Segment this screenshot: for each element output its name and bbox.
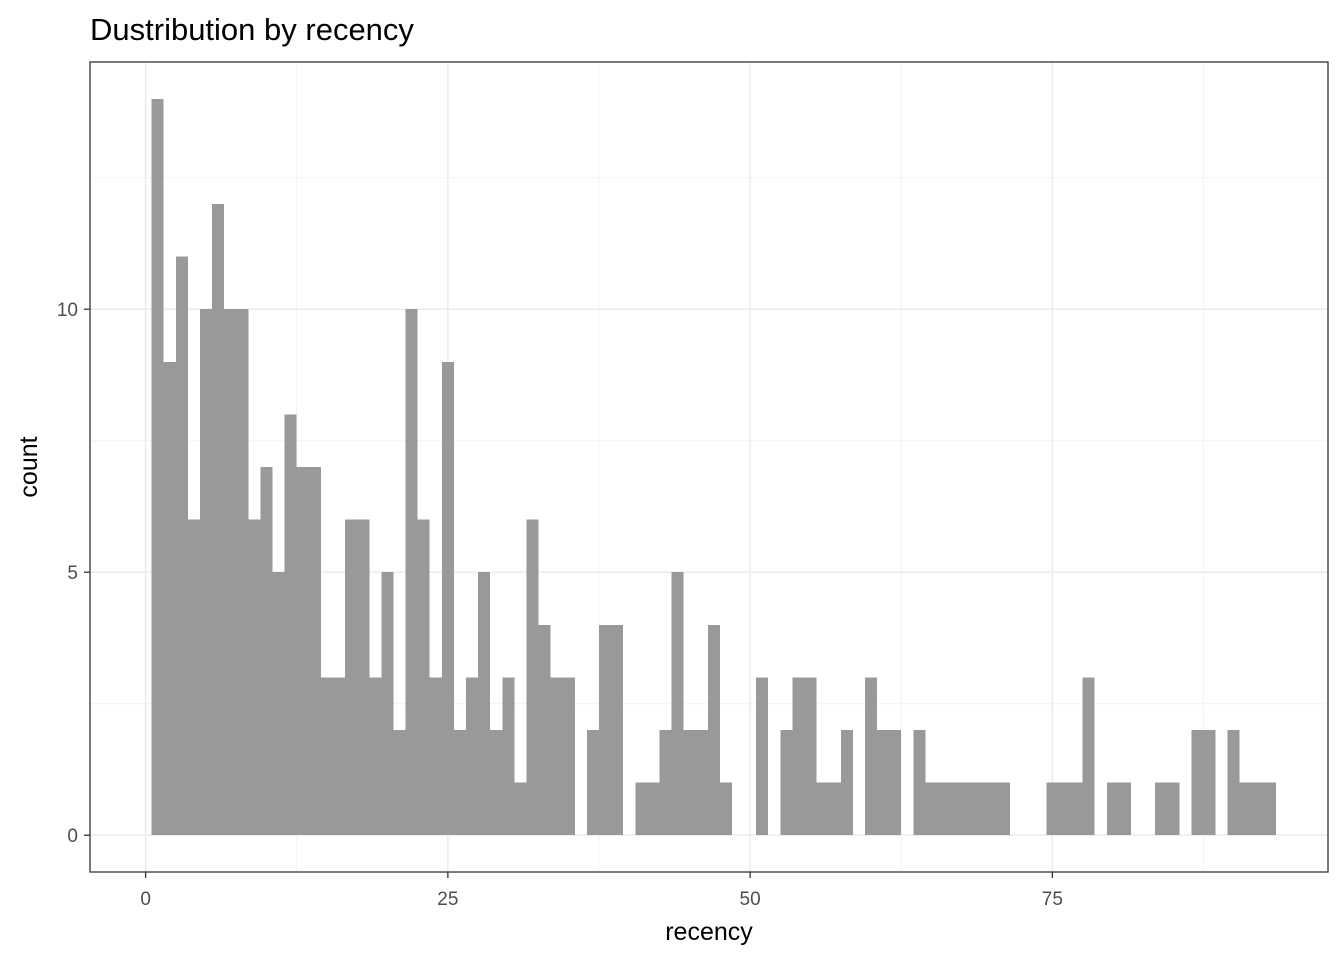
histogram-bar [1046, 782, 1059, 836]
axis-ticks: 0 25 50 75 0 5 10 [57, 300, 1063, 910]
x-axis-title: recency [665, 918, 753, 946]
x-tick-label: 0 [140, 889, 151, 910]
histogram-bar [997, 782, 1011, 836]
histogram-bar [369, 677, 382, 836]
histogram-bar [405, 309, 418, 836]
histogram-bar [719, 782, 732, 836]
bars [151, 98, 1277, 836]
chart-title: Dustribution by recency [90, 12, 414, 47]
histogram-bar [1167, 782, 1180, 836]
y-tick-label: 0 [67, 826, 78, 847]
histogram-bar [502, 677, 515, 836]
histogram-bar [526, 519, 539, 836]
histogram-bar [780, 729, 793, 836]
histogram-bar [707, 624, 720, 836]
histogram-bar [175, 256, 188, 836]
histogram-bar [163, 361, 176, 836]
histogram-bar [611, 624, 624, 836]
histogram-bar [925, 782, 938, 836]
histogram-bar [973, 782, 986, 836]
histogram-bar [937, 782, 950, 836]
histogram-bar [1106, 782, 1119, 836]
grid-lines [90, 62, 1328, 872]
histogram-bar [357, 519, 370, 836]
histogram-bar [1251, 782, 1264, 836]
histogram-bar [550, 677, 563, 836]
x-tick-label: 75 [1042, 889, 1063, 910]
histogram-bar [333, 677, 346, 836]
histogram-bar [514, 782, 527, 836]
histogram-bar [1155, 782, 1168, 836]
histogram-bar [816, 782, 829, 836]
histogram-bar [647, 782, 660, 836]
histogram-bar [272, 572, 285, 836]
histogram-bar [985, 782, 998, 836]
histogram-bar [1058, 782, 1071, 836]
histogram-bar [224, 309, 237, 836]
histogram-bar [586, 729, 599, 836]
histogram-bar [562, 677, 575, 836]
histogram-bar [151, 98, 164, 836]
histogram-bar [465, 677, 479, 836]
histogram-bar [889, 729, 902, 836]
histogram-bar [877, 729, 890, 836]
histogram-bar [490, 729, 503, 836]
histogram-bar [961, 782, 974, 836]
histogram-bar [538, 624, 551, 836]
histogram-bar [864, 677, 878, 836]
histogram-bar [1070, 782, 1083, 836]
histogram-bar [840, 729, 853, 836]
histogram-bar [200, 309, 213, 836]
histogram-bar [441, 361, 454, 836]
histogram-bar [260, 467, 273, 836]
histogram-bar [671, 572, 684, 836]
histogram-bar [236, 309, 249, 836]
x-tick-label: 50 [740, 889, 761, 910]
histogram-bar [949, 782, 962, 836]
histogram-bar [659, 729, 672, 836]
histogram-bar [828, 782, 841, 836]
y-axis-title: count [15, 436, 43, 497]
histogram-bar [296, 467, 309, 836]
histogram-bar [345, 519, 358, 836]
histogram-bar [635, 782, 648, 836]
histogram-bar [478, 572, 491, 836]
histogram-bar [756, 677, 769, 836]
histogram-bar [695, 729, 708, 836]
histogram-bar [308, 467, 321, 836]
histogram-bar [1191, 729, 1204, 836]
histogram-bar [804, 677, 817, 836]
histogram-bar [1118, 782, 1131, 836]
histogram-bar [1082, 677, 1095, 836]
x-tick-label: 25 [437, 889, 458, 910]
y-tick-label: 10 [57, 300, 78, 321]
histogram-bar [212, 204, 225, 836]
histogram-bar [320, 677, 334, 836]
histogram-bar [381, 572, 394, 836]
histogram-bar [598, 624, 612, 836]
histogram-bar [683, 729, 696, 836]
histogram-bar [1263, 782, 1277, 836]
plot-panel-border [89, 61, 1329, 873]
histogram-bar [1227, 729, 1240, 836]
histogram-bar [453, 729, 466, 836]
histogram-bar [187, 519, 201, 836]
histogram-bar [393, 729, 406, 836]
histogram-bar [417, 519, 430, 836]
histogram-bar [792, 677, 805, 836]
histogram-bar [1203, 729, 1216, 836]
histogram-bar [1239, 782, 1252, 836]
histogram-bar [429, 677, 442, 836]
histogram-bar [248, 519, 261, 836]
y-tick-label: 5 [67, 563, 78, 584]
histogram-bar [913, 729, 926, 836]
histogram-bar [284, 414, 297, 836]
